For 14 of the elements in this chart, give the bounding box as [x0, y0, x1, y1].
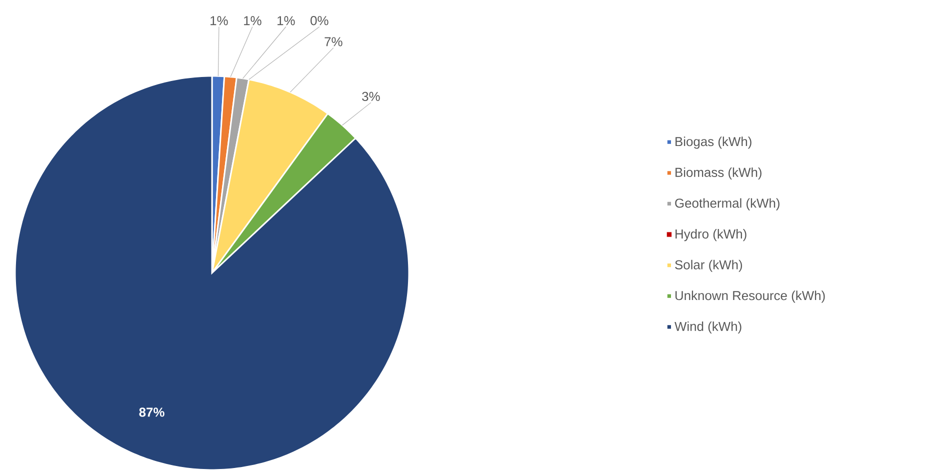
legend-label: Wind (kWh): [674, 322, 742, 334]
data-label: 87%: [139, 408, 164, 417]
data-label: 7%: [324, 37, 342, 46]
data-label: 1%: [278, 16, 295, 26]
legend-label: Biomass (kWh): [676, 168, 762, 180]
legend-label: Biogas (kWh): [676, 136, 752, 149]
data-label: 3%: [362, 92, 380, 102]
legend-label: Unknown Resource (kWh): [675, 290, 825, 303]
legend-label: Solar (kWh): [675, 260, 742, 272]
text: 0%: [310, 16, 328, 26]
data-label: 1%: [210, 16, 228, 26]
legend-label: Hydro (kWh): [676, 229, 746, 242]
data-label: 1%: [244, 16, 262, 26]
legend-label: Geothermal (kWh): [675, 198, 780, 210]
